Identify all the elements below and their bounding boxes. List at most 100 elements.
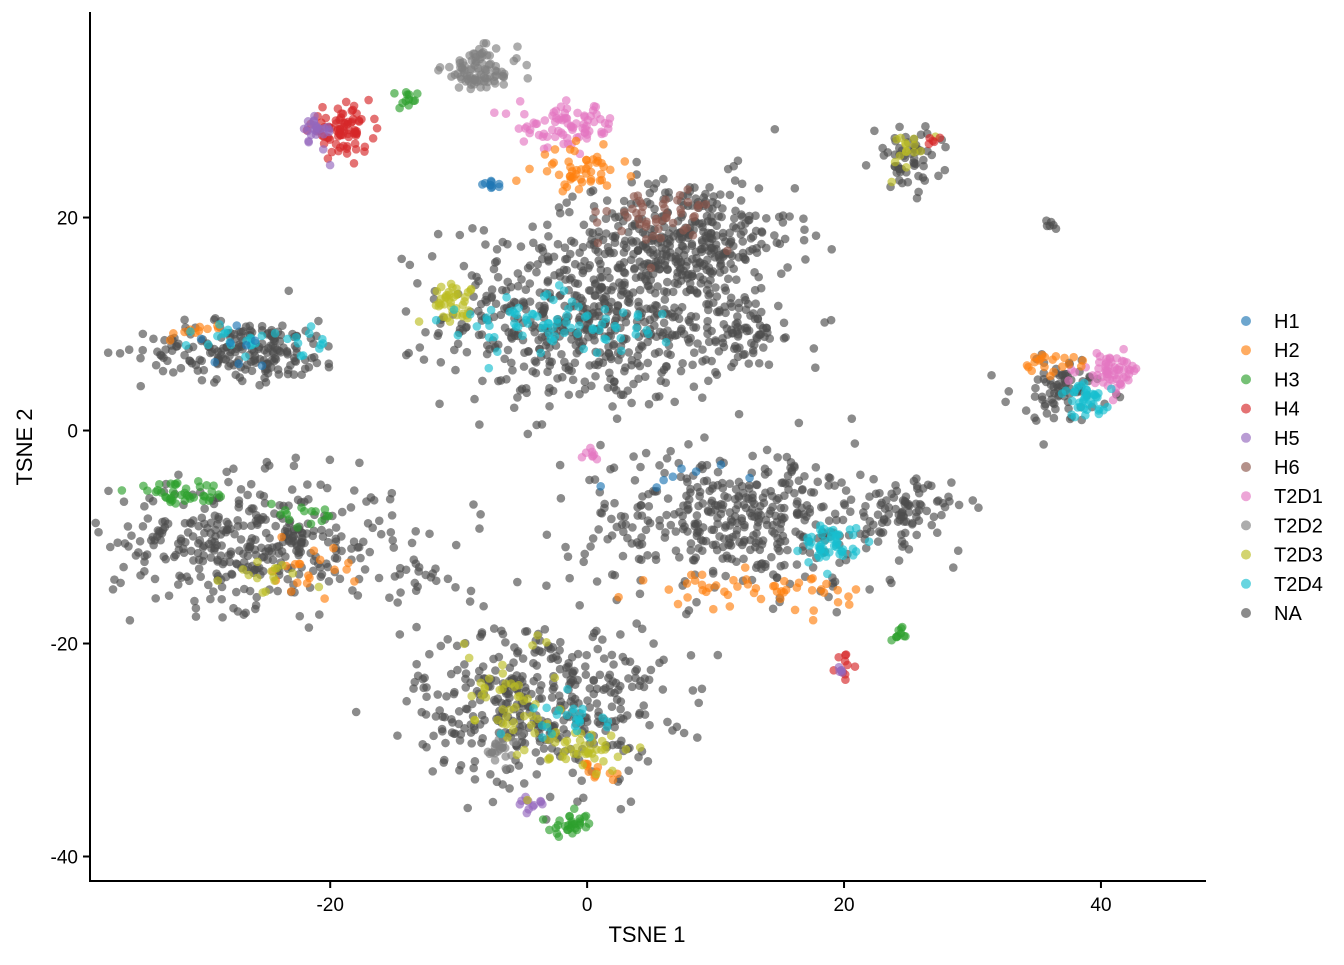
point-NA <box>826 315 836 325</box>
point-NA <box>478 376 487 386</box>
point-NA <box>775 546 784 556</box>
x-tick-label: 20 <box>833 895 854 916</box>
point-H3 <box>320 505 330 514</box>
point-NA <box>548 685 558 694</box>
point-NA <box>645 199 655 209</box>
point-NA <box>616 390 626 399</box>
point-NA <box>594 525 603 534</box>
point-NA <box>433 690 443 699</box>
point-NA <box>530 327 539 337</box>
point-NA <box>529 658 538 668</box>
point-H3 <box>171 480 181 489</box>
point-NA <box>730 214 739 223</box>
point-NA <box>218 343 228 353</box>
point-NA <box>407 538 417 548</box>
point-NA <box>673 279 683 289</box>
point-T2D4 <box>465 309 475 319</box>
point-NA <box>745 211 754 221</box>
point-NA <box>739 554 748 564</box>
point-T2D4 <box>496 729 506 739</box>
point-NA <box>629 452 638 461</box>
point-NA <box>431 576 441 586</box>
point-NA <box>721 308 730 318</box>
point-T2D4 <box>588 324 598 333</box>
point-T2D4 <box>1094 406 1103 415</box>
point-NA <box>758 493 768 502</box>
point-NA <box>545 357 554 366</box>
point-T2D4 <box>803 537 813 546</box>
point-NA <box>388 536 398 545</box>
point-H1 <box>257 361 267 370</box>
point-NA <box>579 220 589 230</box>
point-NA <box>191 612 201 621</box>
point-H2 <box>342 565 351 574</box>
point-NA <box>813 477 823 487</box>
point-NA <box>1049 413 1059 423</box>
point-NA <box>123 522 133 531</box>
legend-item-T2D1: T2D1 <box>1241 486 1323 508</box>
point-NA <box>907 520 917 529</box>
point-NA <box>554 203 564 212</box>
point-NA <box>712 221 722 230</box>
point-NA <box>136 381 146 391</box>
point-NA <box>674 306 683 316</box>
point-NA <box>768 527 777 536</box>
point-NA <box>395 570 404 579</box>
point-NA <box>517 275 526 284</box>
point-T2D3 <box>558 752 567 762</box>
point-T2D3 <box>542 638 551 647</box>
point-NA <box>884 509 894 519</box>
point-NA <box>595 670 605 680</box>
point-NA <box>153 347 162 357</box>
point-NA <box>748 451 757 461</box>
point-NA <box>653 282 662 291</box>
point-NA <box>657 368 667 377</box>
point-NA <box>708 484 717 493</box>
point-NA <box>650 313 659 322</box>
point-NA <box>865 492 874 501</box>
point-NA <box>519 362 529 371</box>
point-NA <box>693 339 702 348</box>
point-NA <box>105 542 115 552</box>
point-T2D1 <box>529 118 538 128</box>
point-T2D4 <box>485 321 494 331</box>
point-NA <box>278 321 287 330</box>
point-H3 <box>209 481 218 491</box>
point-H3 <box>281 506 290 515</box>
point-T2D2 <box>490 79 500 88</box>
point-T2D3 <box>606 731 616 740</box>
point-T2D1 <box>551 106 561 116</box>
point-H6 <box>656 233 665 243</box>
point-NA <box>894 176 904 185</box>
point-T2D4 <box>793 546 802 556</box>
point-T2D4 <box>544 319 554 328</box>
legend-label: NA <box>1274 603 1302 625</box>
point-NA <box>761 562 770 572</box>
point-H2 <box>1046 371 1055 381</box>
point-NA <box>535 646 544 656</box>
point-NA <box>346 503 356 512</box>
point-NA <box>640 317 650 327</box>
point-NA <box>781 333 790 342</box>
point-NA <box>195 355 205 365</box>
point-NA <box>636 462 645 472</box>
point-NA <box>586 240 595 249</box>
point-T2D2 <box>523 73 533 83</box>
point-NA <box>695 491 704 501</box>
point-NA <box>643 757 653 766</box>
point-H3 <box>317 516 327 526</box>
point-H2 <box>329 543 338 553</box>
point-T2D3 <box>470 715 479 725</box>
point-T2D4 <box>580 312 590 322</box>
point-T2D1 <box>1098 378 1108 387</box>
point-H6 <box>688 231 698 240</box>
point-T2D4 <box>563 684 572 694</box>
point-NA <box>212 374 221 384</box>
point-NA <box>557 349 566 359</box>
point-H2 <box>851 585 861 594</box>
legend-swatch <box>1241 520 1251 531</box>
point-T2D4 <box>851 523 861 533</box>
point-NA <box>401 307 411 316</box>
point-NA <box>125 616 135 625</box>
point-H6 <box>591 207 600 217</box>
